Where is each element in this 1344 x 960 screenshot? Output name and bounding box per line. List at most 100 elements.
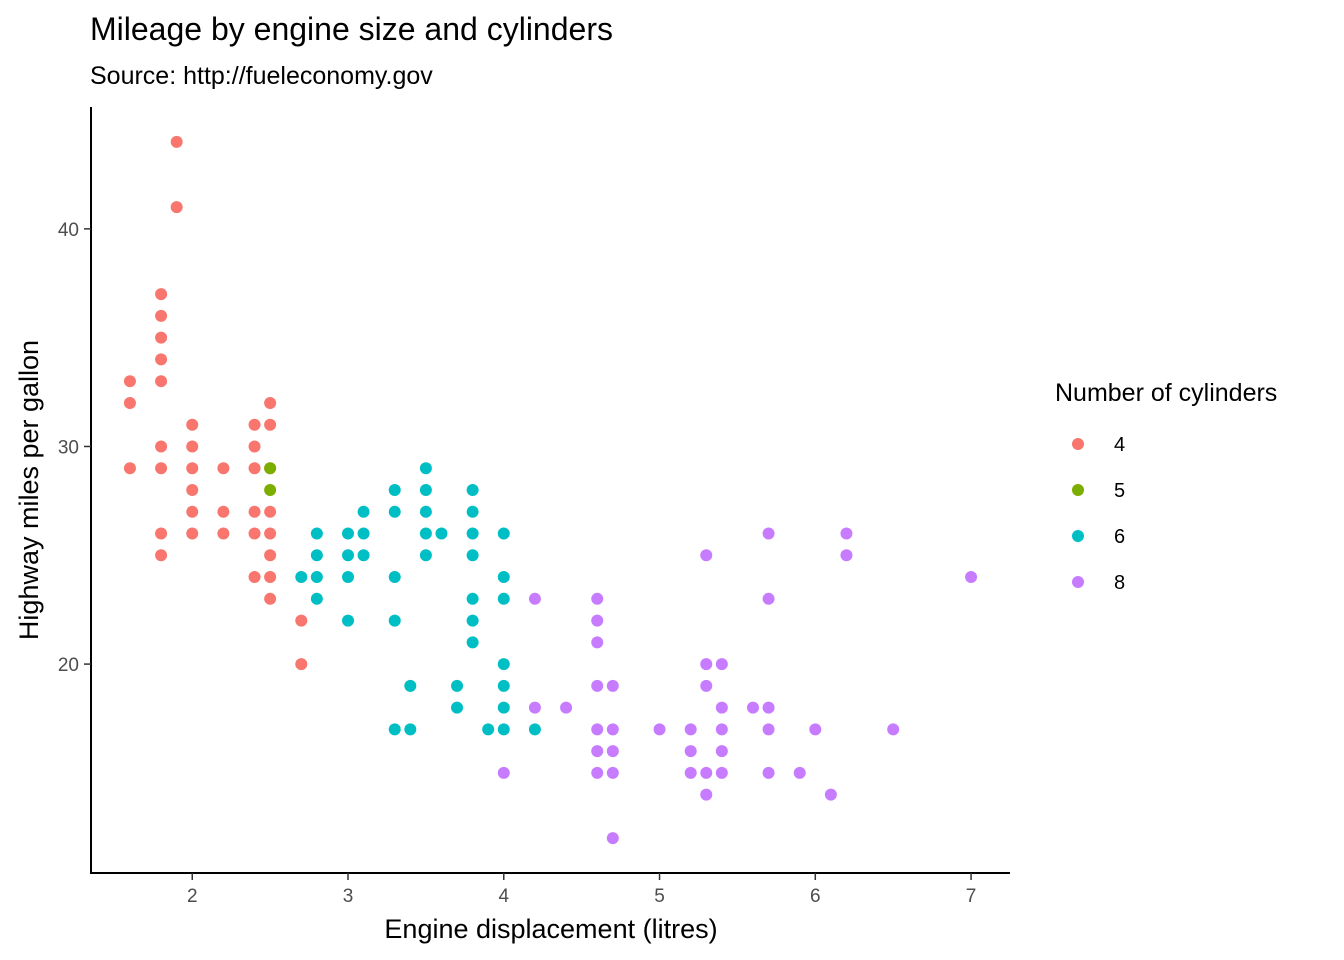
data-point-cyl-4 xyxy=(186,418,199,431)
data-point-cyl-6 xyxy=(357,549,370,562)
data-point-cyl-4 xyxy=(123,375,136,388)
data-point-cyl-4 xyxy=(186,440,199,453)
legend-title: Number of cylinders xyxy=(1055,379,1277,407)
data-point-cyl-4 xyxy=(264,549,277,562)
data-point-cyl-6 xyxy=(466,592,479,605)
data-point-cyl-4 xyxy=(155,288,168,301)
data-point-cyl-8 xyxy=(591,745,604,758)
data-point-cyl-4 xyxy=(248,418,261,431)
data-point-cyl-6 xyxy=(466,484,479,496)
y-axis-ticks: 20 30 40 xyxy=(58,220,91,676)
data-point-cyl-8 xyxy=(684,745,697,758)
legend-key xyxy=(1072,484,1084,496)
x-tick-label: 7 xyxy=(966,886,977,907)
x-axis-ticks: 2 3 4 5 6 7 xyxy=(187,873,976,907)
data-point-cyl-8 xyxy=(684,723,697,736)
data-point-cyl-8 xyxy=(762,766,775,779)
data-point-cyl-8 xyxy=(606,723,619,736)
data-point-cyl-8 xyxy=(840,549,853,562)
data-point-cyl-8 xyxy=(700,679,713,692)
data-point-cyl-8 xyxy=(809,723,822,736)
data-point-cyl-8 xyxy=(497,766,510,779)
data-point-cyl-8 xyxy=(700,658,713,671)
data-point-cyl-6 xyxy=(388,571,401,584)
data-point-cyl-6 xyxy=(419,549,432,562)
y-axis-label: Highway miles per gallon xyxy=(14,340,44,640)
data-point-cyl-6 xyxy=(466,636,479,649)
data-point-cyl-8 xyxy=(965,571,978,584)
data-point-cyl-4 xyxy=(170,201,183,214)
data-point-cyl-6 xyxy=(466,614,479,627)
legend-item-cyl-5: 5 xyxy=(1072,480,1125,502)
data-point-cyl-8 xyxy=(591,766,604,779)
data-point-cyl-6 xyxy=(388,614,401,627)
data-point-cyl-6 xyxy=(497,571,510,584)
data-point-cyl-8 xyxy=(700,766,713,779)
data-point-cyl-8 xyxy=(762,527,775,540)
data-point-cyl-6 xyxy=(419,527,432,540)
data-point-cyl-4 xyxy=(123,396,136,409)
data-point-cyl-6 xyxy=(388,484,401,496)
data-point-cyl-4 xyxy=(155,527,168,540)
data-point-cyl-4 xyxy=(155,353,168,366)
data-point-cyl-8 xyxy=(606,745,619,758)
data-point-cyl-8 xyxy=(653,723,666,736)
data-point-cyl-6 xyxy=(419,505,432,518)
data-point-cyl-8 xyxy=(591,614,604,627)
data-point-cyl-8 xyxy=(762,723,775,736)
data-point-cyl-8 xyxy=(824,788,837,801)
data-point-cyl-8 xyxy=(560,701,573,714)
data-point-cyl-4 xyxy=(295,658,308,671)
data-point-cyl-4 xyxy=(295,614,308,627)
data-point-cyl-8 xyxy=(715,701,728,714)
x-tick-label: 4 xyxy=(498,886,509,907)
data-point-cyl-4 xyxy=(186,505,199,518)
data-point-cyl-6 xyxy=(310,592,323,605)
data-point-cyl-6 xyxy=(388,505,401,518)
data-point-cyl-8 xyxy=(793,766,806,779)
data-point-cyl-6 xyxy=(295,571,308,584)
data-point-cyl-4 xyxy=(264,592,277,605)
data-point-cyl-8 xyxy=(591,636,604,649)
data-point-cyl-4 xyxy=(186,462,199,475)
data-point-cyl-8 xyxy=(715,723,728,736)
legend-key xyxy=(1072,576,1084,588)
data-point-cyl-4 xyxy=(155,462,168,475)
data-point-cyl-8 xyxy=(746,701,759,714)
x-tick-label: 6 xyxy=(810,886,821,907)
data-point-cyl-6 xyxy=(482,723,495,736)
data-point-cyl-6 xyxy=(497,658,510,671)
legend-label: 4 xyxy=(1114,434,1125,456)
data-point-cyl-8 xyxy=(528,592,541,605)
data-point-cyl-8 xyxy=(762,592,775,605)
data-point-cyl-6 xyxy=(497,679,510,692)
x-tick-label: 5 xyxy=(654,886,665,907)
data-point-cyl-6 xyxy=(451,679,464,692)
data-point-cyl-6 xyxy=(388,723,401,736)
legend-label: 8 xyxy=(1114,572,1125,594)
data-point-cyl-4 xyxy=(264,505,277,518)
data-point-cyl-6 xyxy=(497,701,510,714)
data-point-cyl-6 xyxy=(497,592,510,605)
data-point-cyl-6 xyxy=(466,527,479,540)
data-point-cyl-6 xyxy=(342,614,355,627)
data-point-cyl-5 xyxy=(264,484,277,496)
data-point-cyl-6 xyxy=(466,505,479,518)
data-point-cyl-4 xyxy=(155,440,168,453)
data-point-cyl-4 xyxy=(248,505,261,518)
data-point-cyl-8 xyxy=(715,766,728,779)
legend-item-cyl-4: 4 xyxy=(1072,434,1125,456)
y-tick-label: 30 xyxy=(58,437,79,458)
data-point-cyl-8 xyxy=(591,679,604,692)
data-point-cyl-6 xyxy=(357,505,370,518)
plot-points xyxy=(123,135,978,845)
data-point-cyl-4 xyxy=(155,309,168,322)
data-point-cyl-4 xyxy=(248,571,261,584)
data-point-cyl-6 xyxy=(497,723,510,736)
x-tick-label: 2 xyxy=(187,886,198,907)
data-point-cyl-6 xyxy=(466,549,479,562)
data-point-cyl-8 xyxy=(700,549,713,562)
data-point-cyl-6 xyxy=(528,723,541,736)
data-point-cyl-4 xyxy=(186,527,199,540)
